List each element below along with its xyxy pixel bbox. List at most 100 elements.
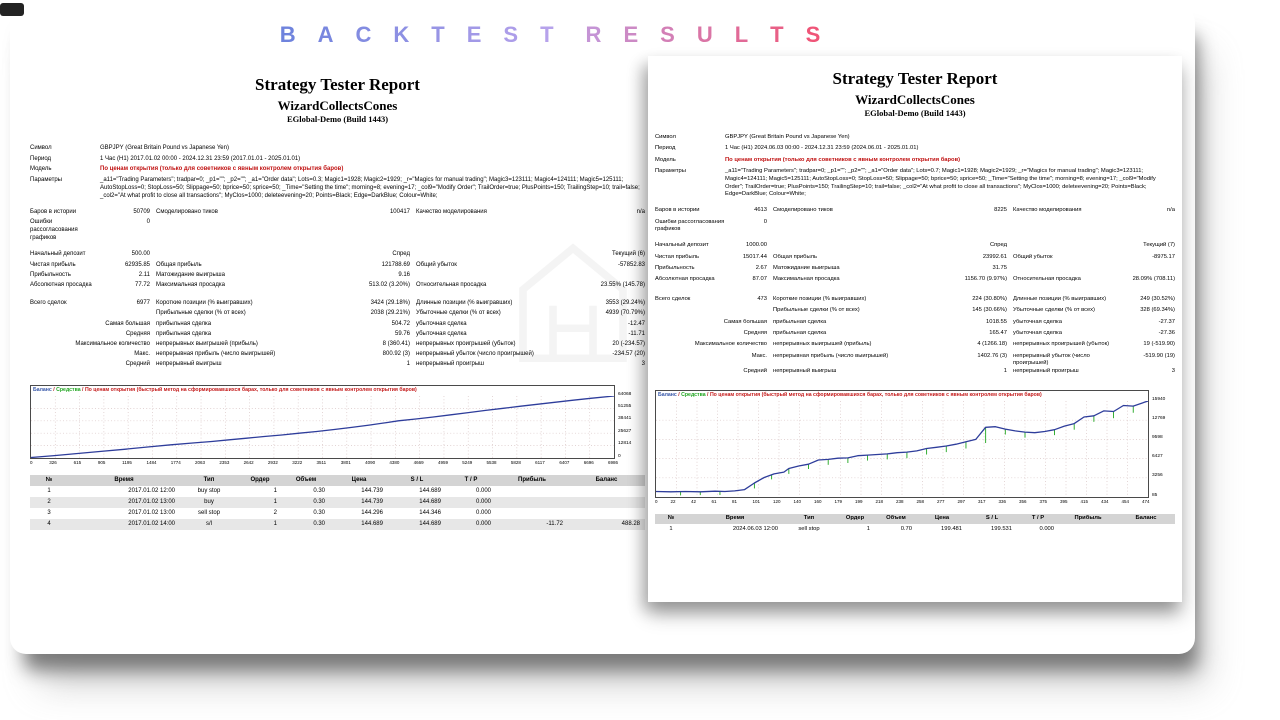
info-row: Символ GBPJPY (Great Britain Pound vs Jap… xyxy=(30,144,645,152)
stat-value: 3553 (29.24%) xyxy=(605,300,645,307)
trade-cell: 1 xyxy=(273,499,277,505)
stat-value: 2.11 xyxy=(138,271,150,278)
y-tick-label: 6427 xyxy=(1152,454,1163,460)
stat-row: Средний непрерывный выигрыш 1 непрерывный п… xyxy=(655,368,1175,379)
x-tick-label: 4380 xyxy=(389,459,400,465)
x-tick-label: 434 xyxy=(1101,498,1109,504)
title-letter: T xyxy=(431,22,445,47)
stat-value: -57852.83 xyxy=(617,261,645,268)
trade-cell: buy stop xyxy=(197,488,221,494)
trades-header-cell: Тип xyxy=(803,515,815,522)
balance-chart: Баланс / Средства / По ценам открытия (б… xyxy=(30,384,645,469)
x-tick-label: 3222 xyxy=(292,459,303,465)
stat-value: 3 xyxy=(1171,368,1175,375)
trade-cell: 2017.01.02 13:00 xyxy=(128,510,175,516)
trade-cell: 144.689 xyxy=(361,521,383,527)
stat-value: -519.90 (19) xyxy=(1143,352,1175,359)
stat-value: 15017.44 xyxy=(742,253,767,260)
stat-label: Длинные позиции (% выигравших) xyxy=(1013,295,1107,302)
x-tick-label: 317 xyxy=(978,498,986,504)
stat-label: Относительная просадка xyxy=(416,282,487,289)
x-tick-label: 474 xyxy=(1142,498,1150,504)
report-stats-table: Баров в истории 4613 Смоделировано тиков 82… xyxy=(655,207,1175,380)
trades-header-row: № Время Тип Ордер Объем Цена S / L T / P Прибыль… xyxy=(655,513,1175,525)
stat-row: Макс. непрерывная прибыль (число выигрыше… xyxy=(30,350,645,360)
info-row: Период 1 Час (H1) 2024.06.03 00:00 - 2024… xyxy=(655,145,1175,153)
stat-value: Спред xyxy=(392,251,410,258)
trades-header-cell: Тип xyxy=(203,477,215,483)
stat-value: 19 (-519.90) xyxy=(1143,341,1175,348)
trades-header-cell: S / L xyxy=(985,515,999,522)
stat-value: 50709 xyxy=(133,209,150,216)
server-build: EGlobal-Demo (Build 1443) xyxy=(286,114,389,125)
x-tick-label: 395 xyxy=(1060,498,1068,504)
trade-cell: 144.346 xyxy=(419,510,441,516)
chart-legend-part: Средства xyxy=(681,391,706,398)
x-tick-label: 199 xyxy=(855,498,863,504)
stat-label: Качество моделирования xyxy=(1013,207,1082,214)
trade-cell: s/l xyxy=(206,521,212,527)
stat-row: Прибыльность 2.11 Матожидание выигрыша 9.16 xyxy=(30,271,645,281)
stat-value: 1018.55 xyxy=(986,318,1007,325)
trade-cell: 1 xyxy=(669,525,673,532)
title-letter: T xyxy=(540,22,554,47)
title-letter: S xyxy=(503,22,519,47)
stat-label: непрерывная прибыль (число выигрышей) xyxy=(773,352,889,359)
trades-header-cell: Время xyxy=(114,477,134,483)
info-value: 1 Час (H1) 2024.06.03 00:00 - 2024.12.31… xyxy=(725,145,919,152)
chart-legend: Баланс / Средства / По ценам открытия (б… xyxy=(656,391,1148,401)
stat-value: 3 xyxy=(641,361,645,368)
stat-value: 77.72 xyxy=(134,282,150,289)
x-tick-label: 2063 xyxy=(195,459,206,465)
stat-label: непрерывный выигрыш xyxy=(773,368,837,375)
trades-header-cell: Ордер xyxy=(250,477,270,483)
trade-cell: 144.689 xyxy=(419,499,441,505)
info-label: Период xyxy=(30,155,52,162)
stat-label: Прибыльные сделки (% от всех) xyxy=(773,307,860,314)
title-letter: T xyxy=(770,22,784,47)
x-tick-label: 238 xyxy=(896,498,904,504)
x-tick-label: 160 xyxy=(814,498,822,504)
chart-legend-part: Средства xyxy=(56,386,81,393)
stat-label: Качество моделирования xyxy=(416,209,487,216)
trade-cell: 2024.06.03 12:00 xyxy=(732,525,778,532)
ea-name: WizardCollectsCones xyxy=(277,97,398,113)
chart-legend-part: По ценам открытия (быстрый метод на сфор… xyxy=(84,386,417,393)
y-tick-label: 15940 xyxy=(1152,396,1166,402)
stat-label: Начальный депозит xyxy=(30,251,86,258)
stat-value: 4939 (70.79%) xyxy=(605,310,645,317)
stat-value: 2.67 xyxy=(755,264,767,271)
x-tick-label: 2932 xyxy=(267,459,278,465)
stat-row: Прибыльные сделки (% от всех) 2038 (29.21… xyxy=(30,309,645,319)
info-label: Символ xyxy=(30,144,52,151)
trade-cell: -11.72 xyxy=(546,521,563,527)
stat-row: Начальный депозит 1000.00 Спред Текущий (7) xyxy=(655,242,1175,253)
stat-value: 4613 xyxy=(754,207,767,214)
info-row: Период 1 Час (H1) 2017.01.02 00:00 - 2024… xyxy=(30,155,645,163)
stat-row: Ошибки рассогласования графиков 0 xyxy=(655,219,1175,235)
chart-legend-part: / xyxy=(676,391,682,398)
stat-value: 3424 (29.18%) xyxy=(370,300,410,307)
stat-row: Макс. непрерывная прибыль (число выигрыше… xyxy=(655,353,1175,369)
x-tick-label: 4959 xyxy=(437,459,448,465)
x-tick-label: 0 xyxy=(655,498,658,504)
trade-row: 1 2024.06.03 12:00 sell stop 1 0.70 199.481 19… xyxy=(655,524,1175,535)
trade-cell: 4 xyxy=(47,521,51,527)
stat-row: Самая большая прибыльная сделка 504.72 убыт… xyxy=(30,320,645,330)
trades-header-cell: Цена xyxy=(934,515,950,522)
title-letter: L xyxy=(734,22,749,47)
x-tick-label: 3801 xyxy=(340,459,351,465)
stat-label: непрерывных проигрышей (убыток) xyxy=(416,340,516,347)
info-label: Модель xyxy=(655,156,676,163)
x-tick-label: 1195 xyxy=(122,459,132,465)
report-info-table: Символ GBPJPY (Great Britain Pound vs Jap… xyxy=(655,134,1175,199)
stat-value: n/a xyxy=(636,209,645,216)
y-tick-label: 0 xyxy=(618,453,621,459)
stat-label: Прибыльность xyxy=(30,271,71,278)
stat-value: 59.76 xyxy=(394,330,410,337)
stat-label: непрерывных выигрышей (прибыль) xyxy=(773,341,872,348)
stat-label: прибыльная сделка xyxy=(773,329,827,336)
stat-label: Чистая прибыль xyxy=(655,253,700,260)
trade-cell: 0.000 xyxy=(475,488,491,494)
x-tick-label: 179 xyxy=(834,498,843,504)
